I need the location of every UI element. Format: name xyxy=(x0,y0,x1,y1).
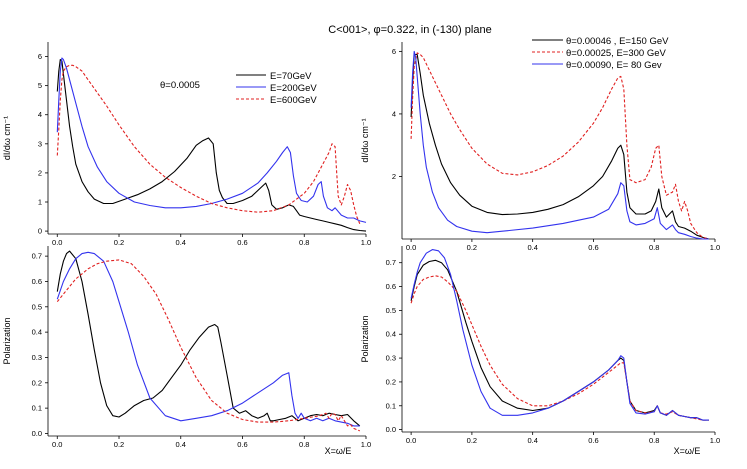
legend-label-80gev: θ=0.00090, E= 80 Gev xyxy=(566,60,662,71)
y-axis-label: Polarization xyxy=(360,315,370,362)
x-tick-label: 0.6 xyxy=(588,243,598,252)
y-tick-label: 0.4 xyxy=(32,328,42,337)
panel-bottom-left: 0.0 0.2 0.4 0.6 0.8 1.0 0.0 0.1 0.2 0.3 0.4 0.5 0.6 0… xyxy=(2,246,371,456)
y-tick-label: 0 xyxy=(38,227,42,236)
x-tick-label: 0.6 xyxy=(237,440,247,449)
x-tick-label: 0.8 xyxy=(299,238,309,247)
theta-annotation: θ=0.0005 xyxy=(160,80,200,91)
y-tick-label: 0.6 xyxy=(32,277,42,286)
series-line-e-70gev xyxy=(56,250,361,427)
y-tick-label: 0.2 xyxy=(386,377,396,386)
x-tick-label: 1.0 xyxy=(710,243,720,252)
legend-top-left: E=70GeV E=200GeV E=600GeV xyxy=(236,71,317,106)
panel-top-right: 0.0 0.2 0.4 0.6 0.8 1.0 2 4 6 dI/dω cm⁻¹ xyxy=(360,42,720,252)
panel-top-left: 0.0 0.2 0.4 0.6 0.8 1.0 0 1 2 3 4 5 6 dI/dω cm⁻¹ xyxy=(2,42,371,247)
y-tick-label: 0.0 xyxy=(32,429,42,438)
y-tick-label: 0.1 xyxy=(32,404,42,413)
y-tick-label: 2 xyxy=(38,168,42,177)
y-tick-label: 0.0 xyxy=(386,425,396,434)
x-tick-label: 0.4 xyxy=(527,436,537,445)
y-tick-label: 0.3 xyxy=(386,354,396,363)
y-tick-label: 6 xyxy=(392,47,396,56)
y-tick-label: 1 xyxy=(38,198,42,207)
x-tick-label: 0.2 xyxy=(114,440,124,449)
series-line-0-00046-e-150-gev xyxy=(410,259,709,421)
series-line-0-00090-e-80-gev xyxy=(410,249,709,421)
y-tick-label: 0.2 xyxy=(32,378,42,387)
x-axis-label: X=ω/E xyxy=(325,446,352,456)
x-tick-label: 0.4 xyxy=(527,243,537,252)
x-tick-label: 1.0 xyxy=(710,436,720,445)
y-axis-label: Polarization xyxy=(2,317,12,364)
y-tick-label: 0.5 xyxy=(32,302,42,311)
panel-bottom-right: 0.0 0.2 0.4 0.6 0.8 1.0 0.0 0.1 0.2 0.3 0.4 0.5 0.6 0… xyxy=(360,246,720,456)
y-tick-label: 0.4 xyxy=(386,330,396,339)
y-tick-label: 4 xyxy=(392,109,396,118)
y-tick-label: 0.7 xyxy=(386,258,396,267)
series-line-e-200gev xyxy=(56,57,367,223)
x-tick-label: 0.8 xyxy=(649,436,659,445)
legend-top-right: θ=0.00046 , E=150 GeV θ=0.00025, E=300 G… xyxy=(532,36,669,71)
x-tick-label: 0.0 xyxy=(406,436,416,445)
y-axis-label: dI/dω cm⁻¹ xyxy=(360,118,370,162)
x-axis-label: X=ω/E xyxy=(674,446,701,456)
x-tick-label: 0.0 xyxy=(52,440,62,449)
x-tick-label: 0.6 xyxy=(237,238,247,247)
y-tick-label: 0.6 xyxy=(386,282,396,291)
y-tick-label: 0.5 xyxy=(386,306,396,315)
legend-label-e600: E=600GeV xyxy=(270,95,317,106)
figure-title: C<001>, φ=0.322, in (-130) plane xyxy=(328,24,491,36)
series-line-e-200gev xyxy=(56,251,360,427)
x-tick-label: 0.2 xyxy=(467,243,477,252)
series-line-0-00025-e-300-gev xyxy=(410,52,710,240)
x-tick-label: 0.4 xyxy=(176,238,186,247)
series-line-0-00090-e-80-gev xyxy=(410,50,709,240)
legend-label-150gev: θ=0.00046 , E=150 GeV xyxy=(566,36,669,47)
series-line-e-600gev xyxy=(56,259,361,432)
y-tick-label: 4 xyxy=(38,110,42,119)
x-tick-label: 0.0 xyxy=(406,243,416,252)
y-tick-label: 2 xyxy=(392,172,396,181)
x-tick-label: 1.0 xyxy=(361,440,371,449)
series-line-e-600gev xyxy=(56,64,361,225)
x-tick-label: 0.2 xyxy=(467,436,477,445)
x-tick-label: 0.2 xyxy=(114,238,124,247)
legend-label-e70: E=70GeV xyxy=(270,71,312,82)
series-line-e-70gev xyxy=(56,58,367,232)
y-tick-label: 6 xyxy=(38,52,42,61)
y-tick-label: 0.7 xyxy=(32,252,42,261)
x-tick-label: 0.4 xyxy=(176,440,186,449)
x-tick-label: 1.0 xyxy=(361,238,371,247)
y-tick-label: 0.3 xyxy=(32,353,42,362)
x-tick-label: 0.0 xyxy=(52,238,62,247)
y-tick-label: 0.1 xyxy=(386,401,396,410)
x-tick-label: 0.6 xyxy=(588,436,598,445)
x-tick-label: 0.8 xyxy=(299,440,309,449)
series-line-0-00046-e-150-gev xyxy=(410,53,710,240)
y-tick-label: 3 xyxy=(38,139,42,148)
y-tick-label: 5 xyxy=(38,81,42,90)
legend-label-e200: E=200GeV xyxy=(270,83,317,94)
y-axis-label: dI/dω cm⁻¹ xyxy=(2,116,12,160)
legend-label-300gev: θ=0.00025, E=300 GeV xyxy=(566,48,666,59)
x-tick-label: 0.8 xyxy=(649,243,659,252)
